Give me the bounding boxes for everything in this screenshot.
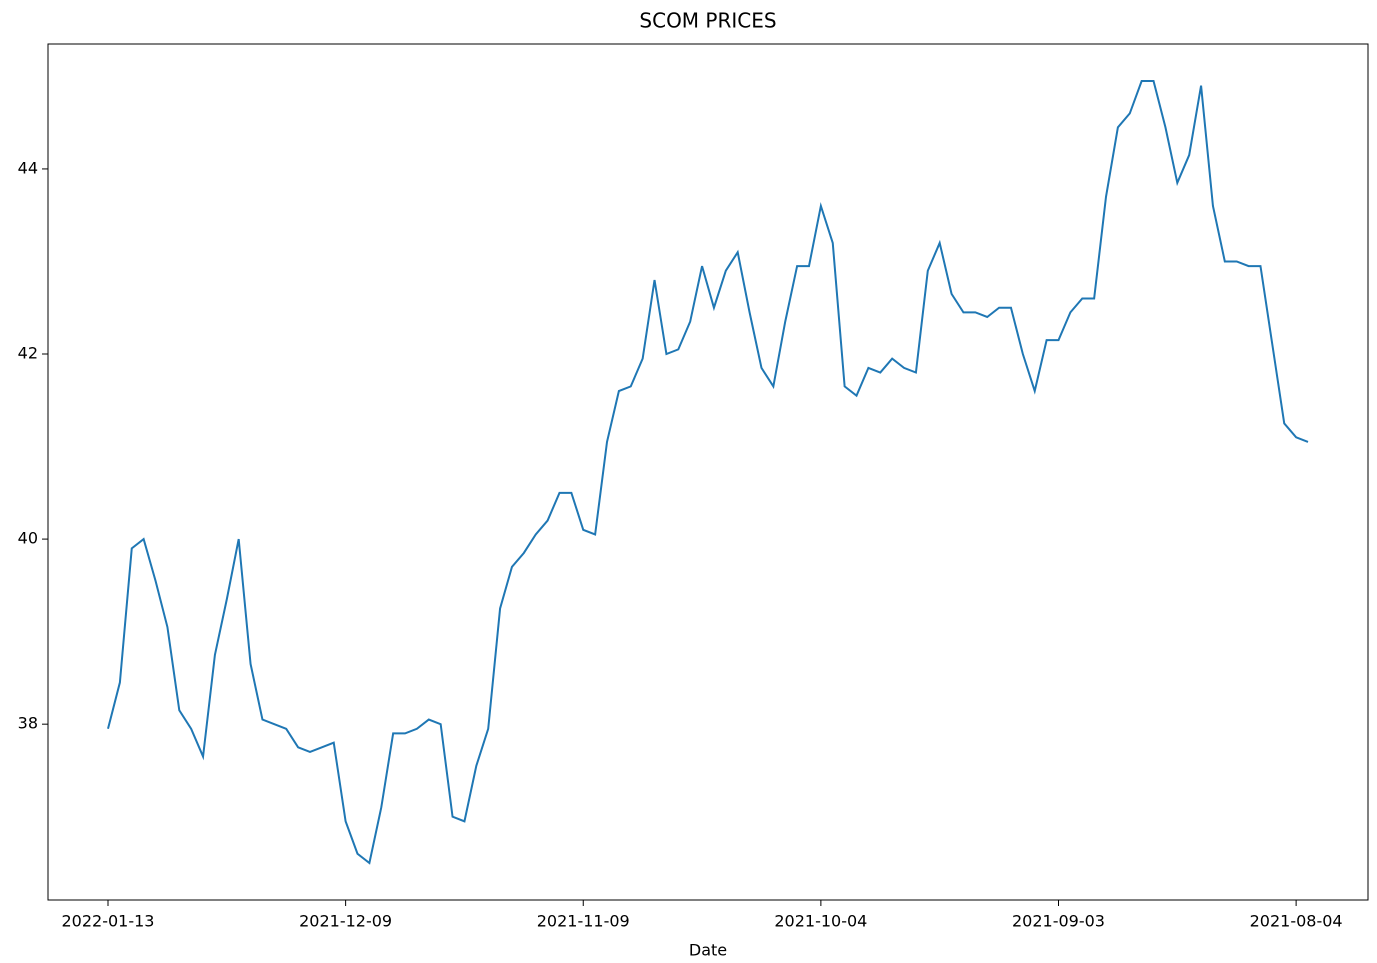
y-tick-label: 38: [18, 714, 38, 733]
chart-title: SCOM PRICES: [639, 9, 776, 33]
y-tick-label: 42: [18, 344, 38, 363]
x-tick-label: 2021-08-04: [1250, 912, 1343, 931]
x-tick-label: 2021-09-03: [1012, 912, 1105, 931]
price-line: [107, 80, 1309, 865]
y-tick-label: 44: [18, 158, 38, 177]
y-tick-label: 40: [18, 529, 38, 548]
x-tick-label: 2022-01-13: [62, 912, 155, 931]
x-axis-label: Date: [689, 941, 727, 960]
plot-frame: [47, 43, 1369, 901]
x-tick-label: 2021-10-04: [774, 912, 867, 931]
x-tick-label: 2021-12-09: [299, 912, 392, 931]
x-tick-label: 2021-11-09: [537, 912, 630, 931]
